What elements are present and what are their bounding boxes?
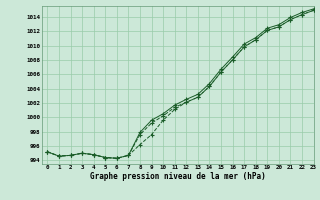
X-axis label: Graphe pression niveau de la mer (hPa): Graphe pression niveau de la mer (hPa): [90, 172, 266, 181]
